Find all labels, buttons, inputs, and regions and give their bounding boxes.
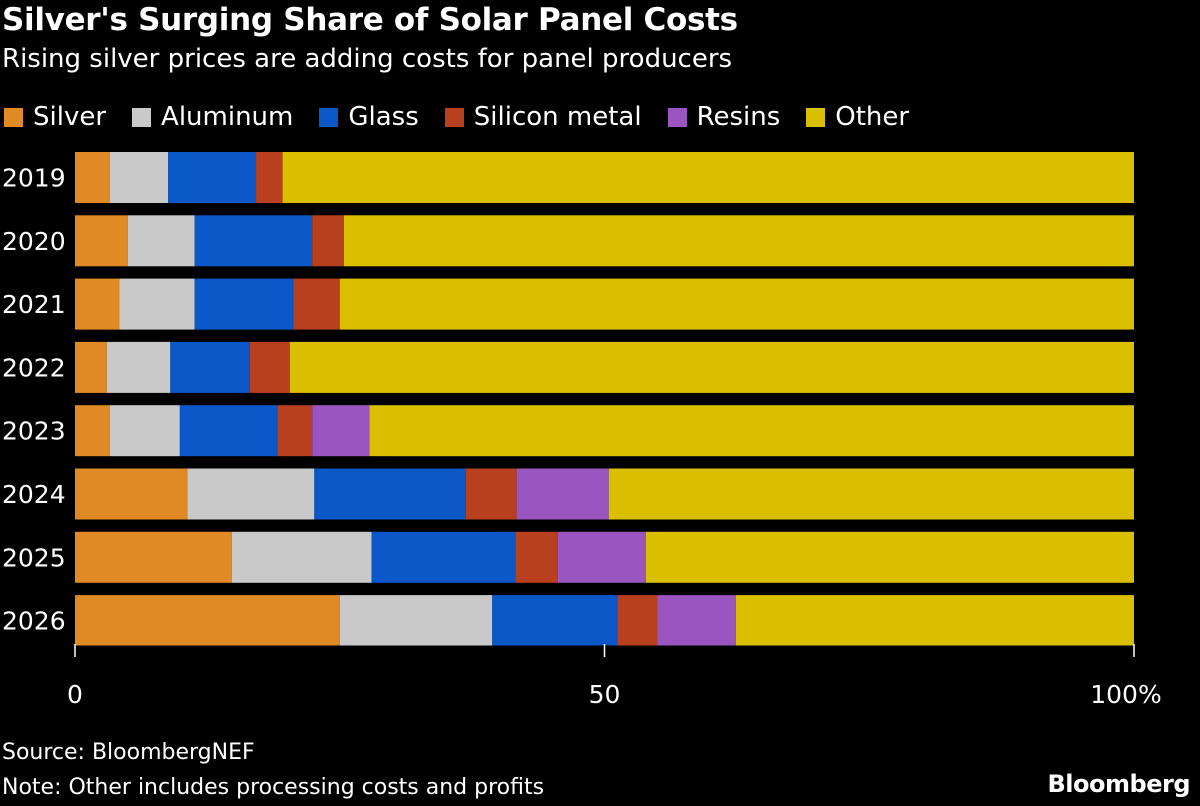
bar-segment-other [608,468,1134,520]
legend-item: Other [806,102,909,132]
legend-label: Other [835,102,910,132]
bar-segment-resins [312,405,370,457]
bar-segment-aluminum [119,278,195,330]
category-label: 2026 [2,607,66,636]
bar-segment-resins [557,531,646,583]
category-label: 2025 [2,543,66,572]
bar-segment-other [645,531,1134,583]
bar-segment-glass [194,278,294,330]
bar-segment-silver [75,595,340,647]
bar-segment-silicon-metal [256,152,283,203]
legend-item: Resins [667,102,781,132]
legend-swatch [4,107,23,127]
legend-swatch [319,107,339,127]
category-label: 2024 [2,480,66,509]
bar-segment-silicon-metal [249,341,290,393]
bar-segment-silicon-metal [277,405,313,457]
bar-segment-glass [170,341,250,393]
bar-segment-silicon-metal [293,278,340,330]
legend-label: Aluminum [161,102,294,132]
category-label: 2022 [2,353,66,382]
legend-swatch [667,107,687,127]
legend-label: Glass [348,102,419,132]
bar-segment-resins [657,595,736,647]
legend-label: Silver [33,102,107,132]
bar-segment-glass [194,215,313,267]
bar-segment-glass [168,152,257,203]
x-tick-label: 50 [589,680,621,709]
category-label: 2021 [2,290,66,319]
bar-segment-aluminum [109,405,180,457]
legend-item: Silver [4,102,106,132]
legend-item: Aluminum [132,102,293,132]
bar-segment-aluminum [187,468,315,520]
bar-segment-silver [75,278,120,330]
bar-segment-silver [75,152,110,203]
chart-title: Silver's Surging Share of Solar Panel Co… [2,2,738,38]
bar-segment-other [339,278,1134,330]
bar-segment-silicon-metal [465,468,517,520]
legend-label: Silicon metal [473,102,642,132]
category-label: 2020 [2,227,66,256]
bar-segment-silver [75,215,128,267]
legend-item: Glass [319,102,419,132]
bar-segment-aluminum [109,152,169,203]
bar-segment-silver [75,468,188,520]
bar-segment-silver [75,531,232,583]
bloomberg-logo: Bloomberg [1047,770,1191,798]
bar-segment-other [282,152,1135,203]
legend: Silver Aluminum Glass Silicon metal Resins Ot… [4,102,935,132]
bar-segment-silicon-metal [515,531,558,583]
legend-swatch [806,107,826,127]
bar-segment-silicon-metal [312,215,344,267]
bar-segment-other [369,405,1135,457]
bar-segment-aluminum [106,341,171,393]
bar-segment-silver [75,405,110,457]
x-tick-label: 0 [67,680,83,709]
bar-segment-aluminum [127,215,195,267]
legend-swatch [132,107,152,127]
legend-item: Silicon metal [444,102,642,132]
legend-swatch [444,107,464,127]
bar-segment-other [735,595,1134,647]
x-tick-label: 100% [1090,680,1161,709]
bar-segment-glass [314,468,466,520]
legend-label: Resins [696,102,781,132]
bar-segment-silver [75,341,107,393]
chart-subtitle: Rising silver prices are adding costs fo… [2,44,733,74]
bar-segment-glass [179,405,278,457]
bar-segment-aluminum [339,595,493,647]
bar-segment-other [343,215,1135,267]
bar-segment-resins [516,468,609,520]
bar-segment-glass [371,531,516,583]
bar-segment-silicon-metal [617,595,658,647]
bar-segment-glass [492,595,618,647]
bar-segment-other [289,341,1134,393]
footnote: Note: Other includes processing costs an… [2,775,545,800]
bar-segment-aluminum [231,531,372,583]
category-label: 2023 [2,417,66,446]
source-note: Source: BloombergNEF [2,740,255,765]
category-label: 2019 [2,164,66,193]
